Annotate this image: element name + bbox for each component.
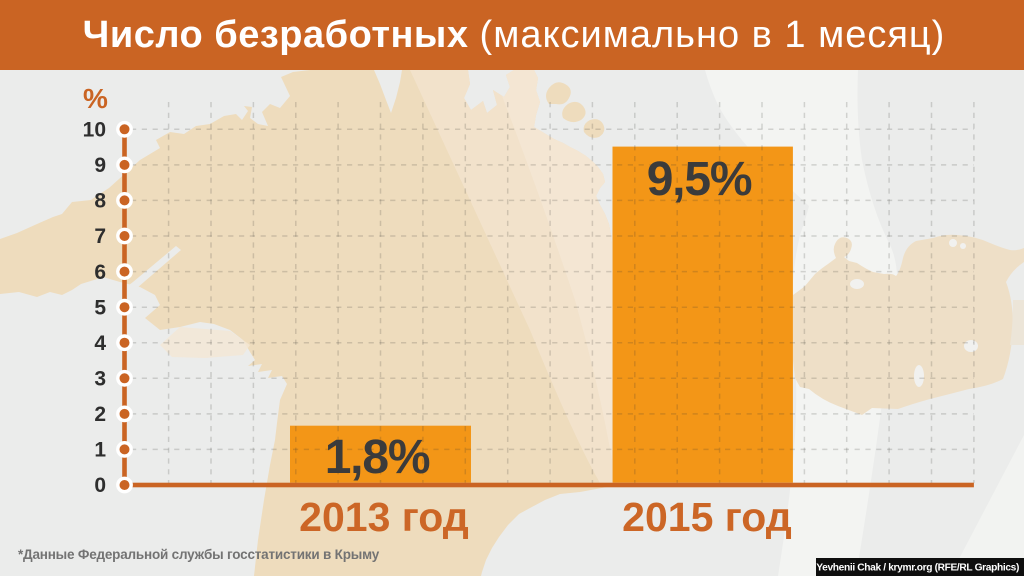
svg-text:6: 6: [94, 261, 106, 284]
svg-text:Yevhenii Chak / krymr.org (RFE: Yevhenii Chak / krymr.org (RFE/RL Graphi…: [816, 563, 1019, 574]
svg-text:8: 8: [94, 190, 106, 213]
svg-text:2013 год: 2013 год: [299, 494, 469, 540]
svg-text:0: 0: [94, 474, 106, 497]
svg-text:1,8%: 1,8%: [325, 431, 430, 484]
svg-text:3: 3: [94, 368, 106, 391]
svg-text:9: 9: [94, 154, 106, 177]
svg-text:10: 10: [83, 119, 106, 142]
svg-text:9,5%: 9,5%: [647, 153, 752, 206]
svg-text:7: 7: [94, 225, 106, 248]
svg-text:Число безработных (максимально: Число безработных (максимально в 1 месяц…: [83, 14, 946, 56]
svg-text:5: 5: [94, 296, 106, 319]
svg-text:2015 год: 2015 год: [622, 494, 792, 540]
svg-text:1: 1: [94, 439, 106, 462]
svg-text:%: %: [83, 83, 108, 114]
svg-text:4: 4: [94, 332, 106, 355]
svg-text:2: 2: [94, 403, 106, 426]
svg-text:*Данные Федеральной службы гос: *Данные Федеральной службы госстатистики…: [18, 547, 380, 562]
